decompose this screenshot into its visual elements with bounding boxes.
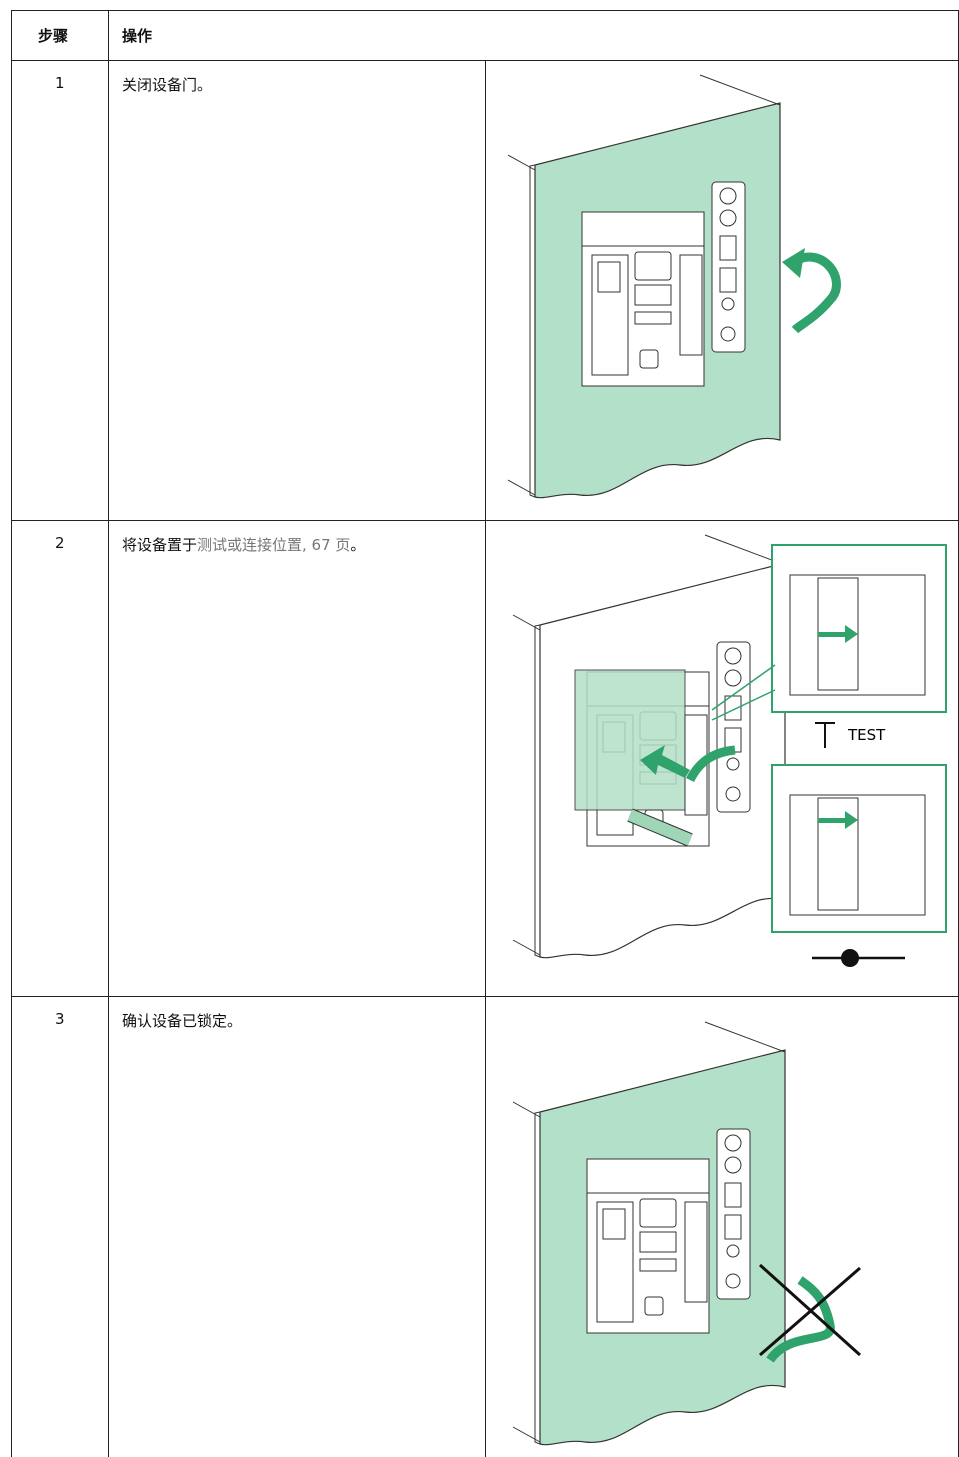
rule (485, 60, 486, 1457)
step-number: 1 (55, 74, 65, 92)
step-number: 2 (55, 534, 65, 552)
rule (108, 10, 109, 1457)
text: 。 (350, 536, 366, 554)
rule (11, 10, 12, 1457)
step-text: 确认设备已锁定。 (122, 1010, 242, 1031)
text: 关闭设备门。 (122, 76, 213, 94)
step-text: 将设备置于测试或连接位置, 67 页。 (122, 534, 365, 555)
door-figure (512, 1021, 786, 1446)
text: 确认设备已锁定。 (122, 1012, 243, 1030)
step-text: 关闭设备门。 (122, 74, 212, 95)
door-figure (507, 74, 781, 499)
header-cell: 步骤 (38, 27, 69, 45)
link[interactable]: 测试或连接位置, 67 页 (197, 536, 351, 554)
text: 将设备置于 (122, 536, 198, 554)
header-cell: 操作 (122, 27, 153, 45)
rule (11, 10, 959, 11)
step-number: 3 (55, 1010, 65, 1028)
test-label: TEST (847, 726, 886, 744)
